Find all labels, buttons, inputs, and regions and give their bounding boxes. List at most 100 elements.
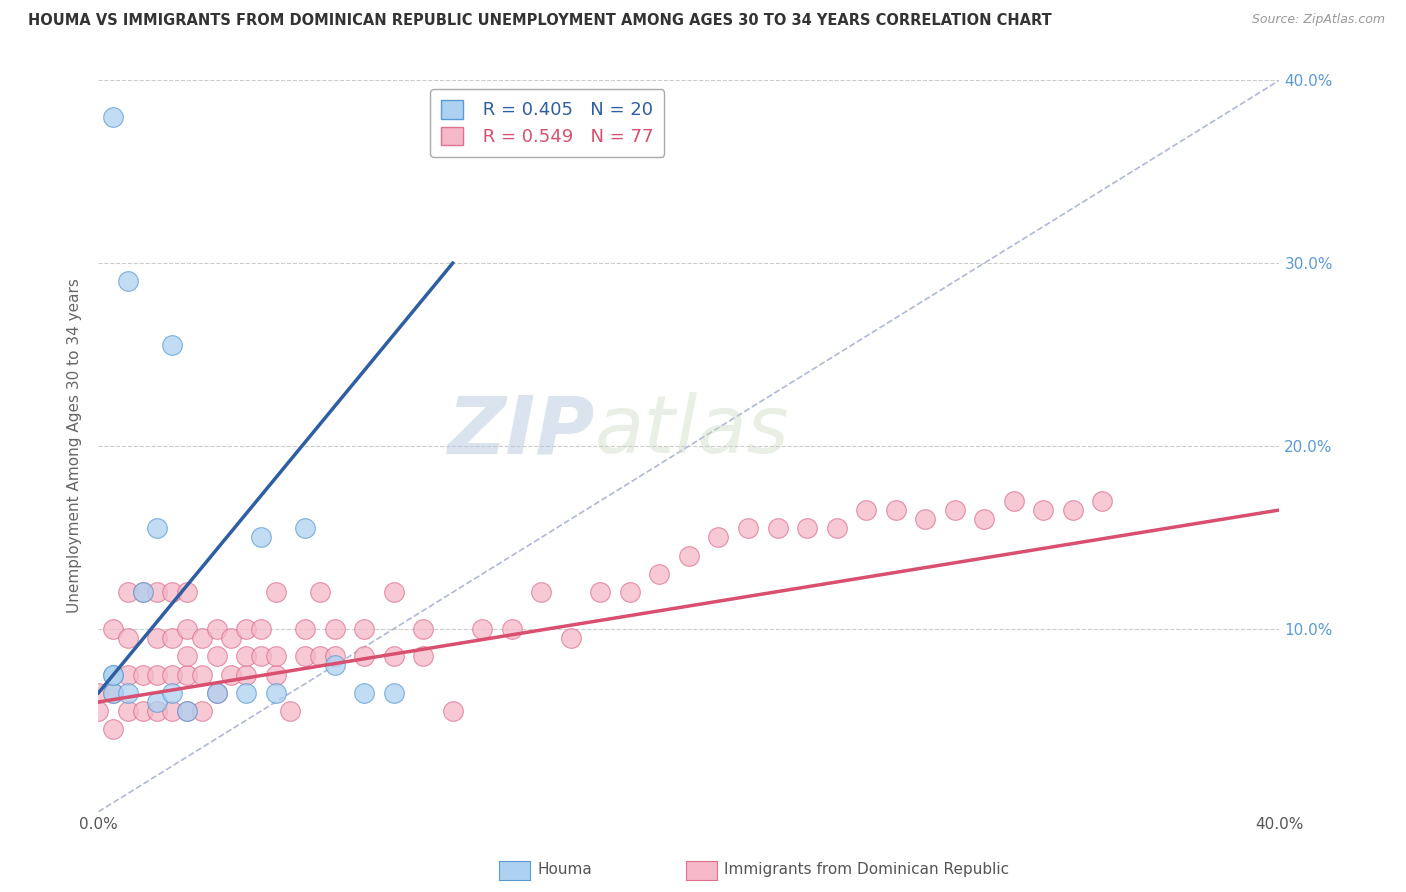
Point <box>132 585 155 599</box>
Point <box>737 521 759 535</box>
Point <box>973 512 995 526</box>
Point <box>294 622 316 636</box>
Point <box>162 667 183 681</box>
Point <box>294 649 316 664</box>
Point <box>219 631 242 645</box>
Point <box>103 667 125 681</box>
Point <box>176 667 198 681</box>
Legend:  R = 0.405   N = 20,  R = 0.549   N = 77: R = 0.405 N = 20, R = 0.549 N = 77 <box>430 89 665 157</box>
Point <box>103 723 125 737</box>
Point <box>117 631 139 645</box>
Point <box>530 585 553 599</box>
Point <box>264 649 287 664</box>
Point <box>382 585 405 599</box>
Point <box>146 585 169 599</box>
Point <box>309 585 332 599</box>
Point <box>560 631 582 645</box>
Point <box>191 704 214 718</box>
Point <box>323 622 346 636</box>
Point <box>117 704 139 718</box>
Point <box>412 622 434 636</box>
Point <box>441 704 464 718</box>
Point <box>176 704 198 718</box>
Point <box>205 622 228 636</box>
Point <box>162 704 183 718</box>
Point <box>264 686 287 700</box>
Point <box>103 667 125 681</box>
Point <box>264 585 287 599</box>
Point <box>103 622 125 636</box>
Point <box>146 695 169 709</box>
Point <box>589 585 612 599</box>
Y-axis label: Unemployment Among Ages 30 to 34 years: Unemployment Among Ages 30 to 34 years <box>67 278 83 614</box>
Point <box>132 704 155 718</box>
Point <box>117 585 139 599</box>
Point <box>382 686 405 700</box>
Point <box>309 649 332 664</box>
Point <box>678 549 700 563</box>
Point <box>132 667 155 681</box>
Point <box>1062 503 1084 517</box>
Point <box>146 631 169 645</box>
Point <box>1091 493 1114 508</box>
Point <box>146 521 169 535</box>
Text: Houma: Houma <box>537 863 592 877</box>
Point <box>191 631 214 645</box>
Point <box>943 503 966 517</box>
Point <box>825 521 848 535</box>
Point <box>176 649 198 664</box>
Text: Immigrants from Dominican Republic: Immigrants from Dominican Republic <box>724 863 1010 877</box>
Point <box>250 649 273 664</box>
Point <box>353 686 375 700</box>
Point <box>87 686 110 700</box>
Point <box>205 686 228 700</box>
Point <box>382 649 405 664</box>
Point <box>707 530 730 544</box>
Point <box>250 530 273 544</box>
Point <box>219 667 242 681</box>
Point <box>176 585 198 599</box>
Point <box>132 585 155 599</box>
Point <box>191 667 214 681</box>
Point <box>235 667 257 681</box>
Point <box>87 704 110 718</box>
Point <box>235 686 257 700</box>
Point <box>501 622 523 636</box>
Text: Source: ZipAtlas.com: Source: ZipAtlas.com <box>1251 13 1385 27</box>
Point <box>162 338 183 352</box>
Text: HOUMA VS IMMIGRANTS FROM DOMINICAN REPUBLIC UNEMPLOYMENT AMONG AGES 30 TO 34 YEA: HOUMA VS IMMIGRANTS FROM DOMINICAN REPUB… <box>28 13 1052 29</box>
Point <box>205 686 228 700</box>
Point <box>117 275 139 289</box>
Point <box>884 503 907 517</box>
Point <box>264 667 287 681</box>
Point <box>103 686 125 700</box>
Point <box>162 585 183 599</box>
Point <box>353 622 375 636</box>
Point <box>146 667 169 681</box>
Point <box>162 686 183 700</box>
Point <box>855 503 877 517</box>
Point <box>1032 503 1054 517</box>
Point <box>1002 493 1025 508</box>
Point <box>235 649 257 664</box>
Point <box>323 649 346 664</box>
Point <box>103 110 125 124</box>
Point <box>117 686 139 700</box>
Point <box>619 585 641 599</box>
Point <box>205 649 228 664</box>
Point <box>235 622 257 636</box>
Point <box>176 622 198 636</box>
Point <box>766 521 789 535</box>
Point <box>412 649 434 664</box>
Point <box>176 704 198 718</box>
Point <box>323 658 346 673</box>
Point <box>146 704 169 718</box>
Text: ZIP: ZIP <box>447 392 595 470</box>
Point <box>353 649 375 664</box>
Text: atlas: atlas <box>595 392 789 470</box>
Point <box>117 667 139 681</box>
Point <box>914 512 936 526</box>
Point <box>471 622 494 636</box>
Point <box>648 567 671 582</box>
Point <box>294 521 316 535</box>
